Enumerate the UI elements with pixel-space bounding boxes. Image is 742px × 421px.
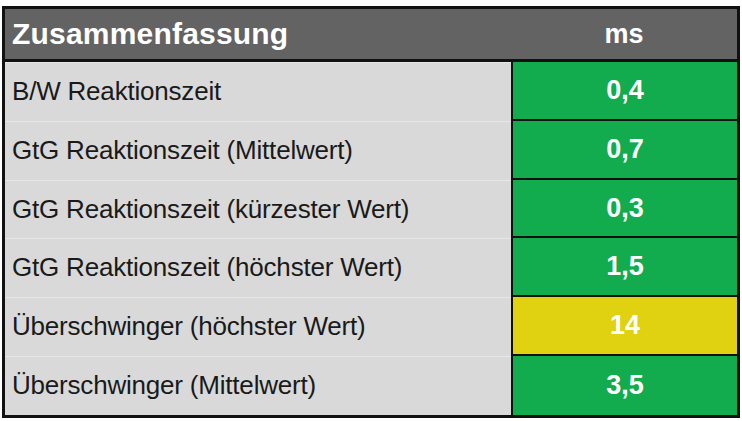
table-row: Überschwinger (Mittelwert) 3,5 (5, 356, 737, 415)
row-value: 0,4 (511, 62, 737, 121)
table-row: GtG Reaktionszeit (Mittelwert) 0,7 (5, 121, 737, 180)
table-row: GtG Reaktionszeit (höchster Wert) 1,5 (5, 238, 737, 297)
table-row: Überschwinger (höchster Wert) 14 (5, 297, 737, 356)
row-label: Überschwinger (höchster Wert) (5, 297, 511, 356)
row-label: Überschwinger (Mittelwert) (5, 356, 511, 415)
table-row: B/W Reaktionszeit 0,4 (5, 62, 737, 121)
table-header: Zusammenfassung ms (5, 9, 737, 62)
summary-table: Zusammenfassung ms B/W Reaktionszeit 0,4… (2, 6, 740, 418)
row-value: 14 (511, 297, 737, 356)
table-title: Zusammenfassung (5, 9, 511, 59)
row-label: GtG Reaktionszeit (höchster Wert) (5, 238, 511, 297)
row-value: 0,7 (511, 121, 737, 180)
row-value: 1,5 (511, 238, 737, 297)
row-label: B/W Reaktionszeit (5, 62, 511, 121)
row-value: 0,3 (511, 180, 737, 239)
row-label: GtG Reaktionszeit (kürzester Wert) (5, 180, 511, 239)
row-label: GtG Reaktionszeit (Mittelwert) (5, 121, 511, 180)
row-value: 3,5 (511, 356, 737, 415)
table-body: B/W Reaktionszeit 0,4 GtG Reaktionszeit … (5, 62, 737, 415)
table-row: GtG Reaktionszeit (kürzester Wert) 0,3 (5, 180, 737, 239)
unit-column-header: ms (511, 9, 737, 59)
